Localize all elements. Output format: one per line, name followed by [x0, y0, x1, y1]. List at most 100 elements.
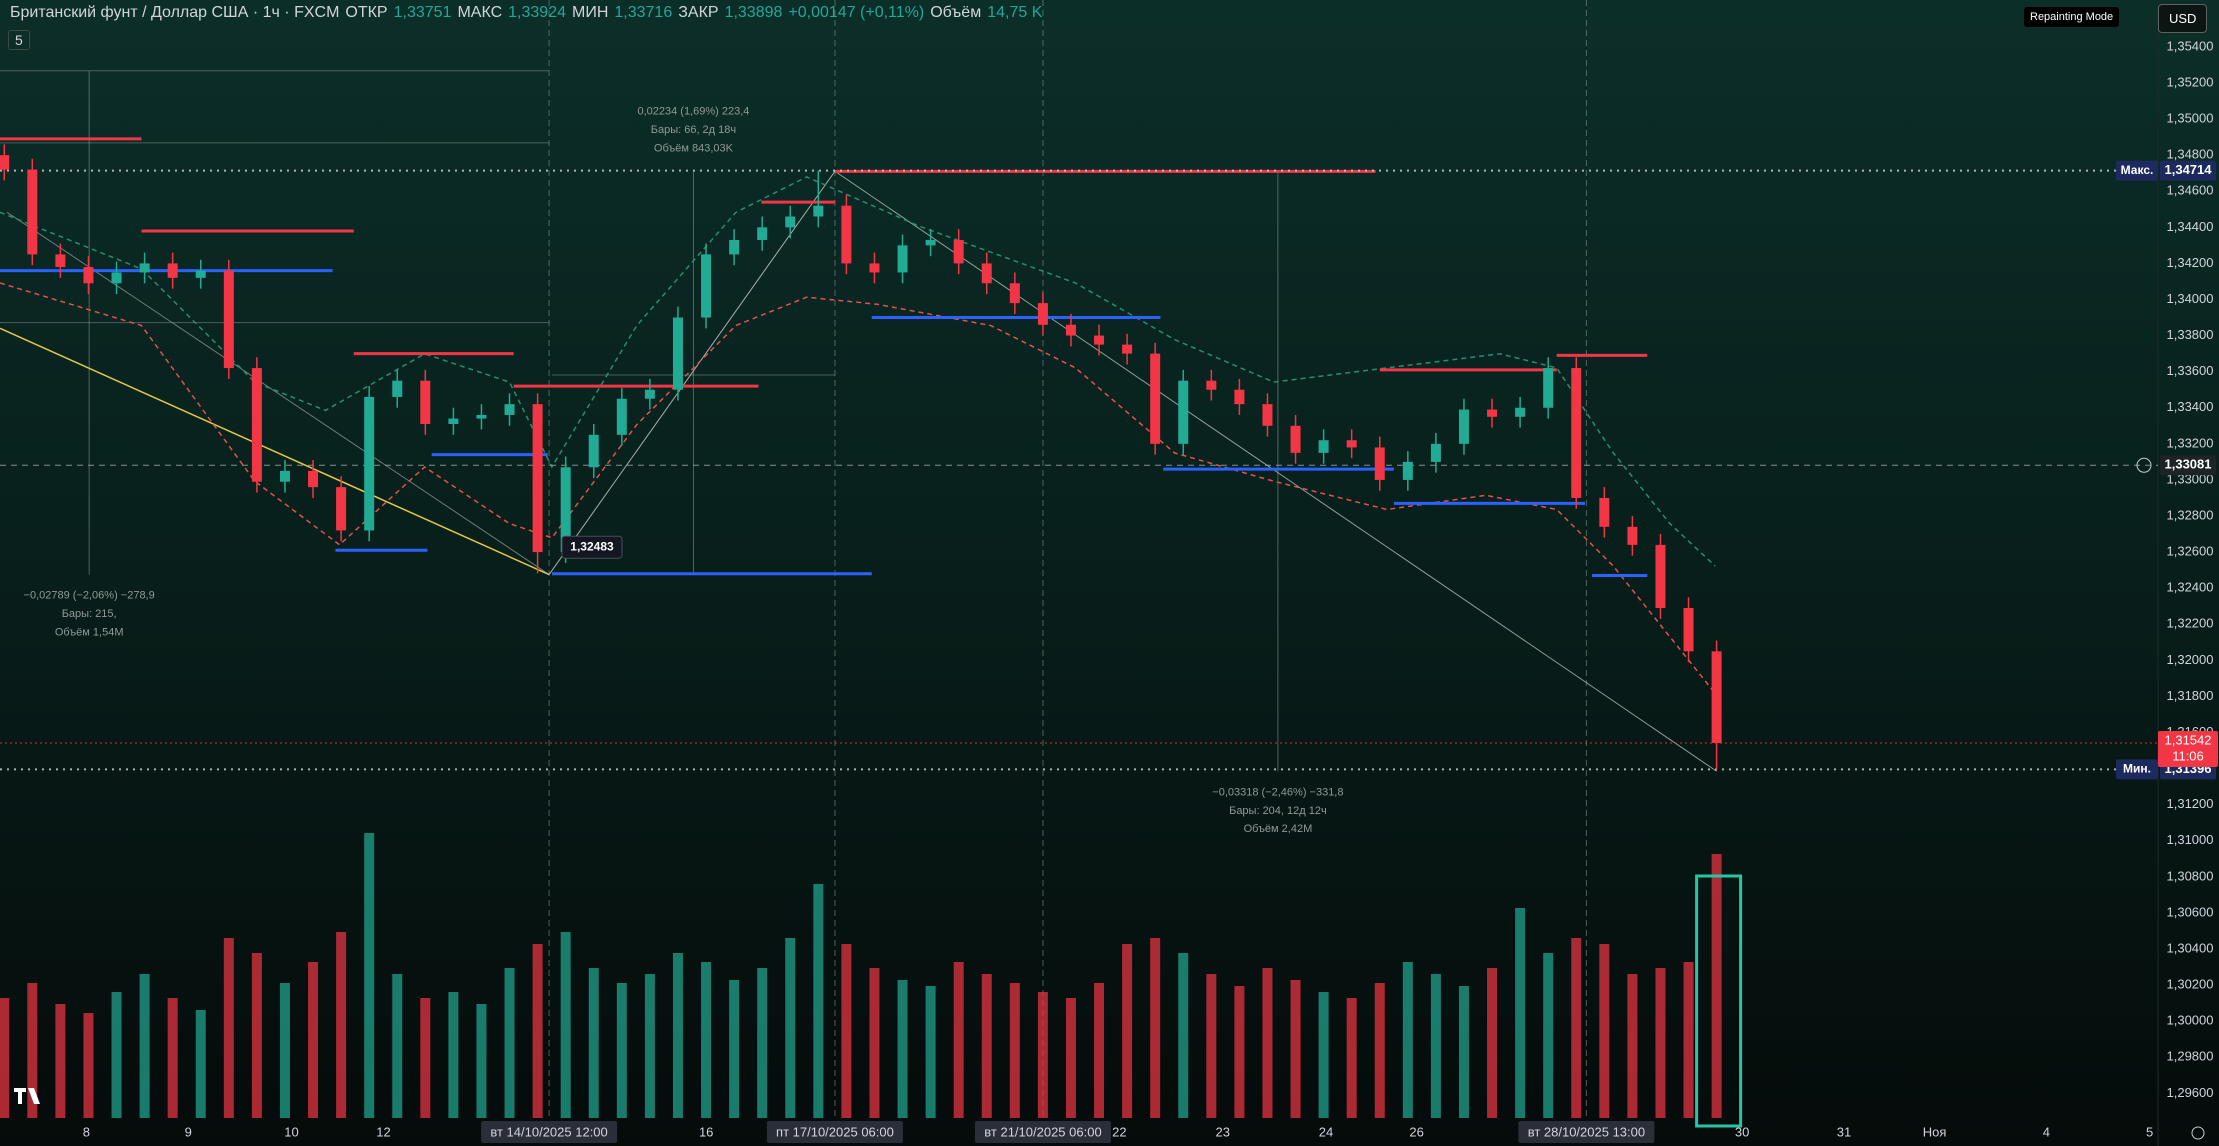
price-callout-box — [561, 535, 623, 559]
volume-bar — [167, 998, 178, 1118]
candle-body — [1627, 526, 1638, 545]
y-tick-label: 1,35000 — [2167, 111, 2214, 126]
volume-bar — [1318, 992, 1329, 1118]
change: +0,00147 (+0,11%) — [788, 4, 925, 21]
candle-body — [1009, 283, 1020, 304]
candle-body — [0, 155, 10, 170]
volume-bar — [1599, 944, 1610, 1118]
candle-body — [532, 404, 543, 553]
volume-bar — [1627, 974, 1638, 1118]
x-tick-label: 23 — [1215, 1124, 1229, 1139]
volume-bar — [813, 884, 824, 1118]
volume-bar — [729, 980, 740, 1118]
x-label-box — [1518, 1121, 1655, 1143]
candle-body — [644, 389, 655, 399]
candle-body — [1711, 651, 1722, 743]
volume-bar — [27, 983, 38, 1118]
volume-bar — [1094, 983, 1105, 1118]
candle-body — [167, 263, 178, 278]
x-tick-label: 26 — [1409, 1124, 1423, 1139]
low-value: 1,33716 — [614, 4, 673, 21]
candle-body — [560, 467, 571, 553]
candle-body — [588, 434, 599, 468]
candle-body — [476, 414, 487, 419]
price-tag-name-box — [2116, 160, 2158, 181]
price-tag: 1,34714 — [2165, 162, 2213, 177]
candle-body — [139, 263, 150, 273]
volume-bar — [420, 998, 431, 1118]
measure-text: Бары: 204, 12д 12ч — [1229, 805, 1327, 817]
volume-bar — [588, 968, 599, 1118]
volume-bar — [1150, 938, 1161, 1118]
trendline — [6, 211, 550, 575]
x-tick-label: 5 — [2146, 1124, 2153, 1139]
candle-body — [448, 418, 459, 424]
x-tick-label: 31 — [1837, 1124, 1851, 1139]
volume-bar — [925, 986, 936, 1118]
y-tick-label: 1,34000 — [2167, 291, 2214, 306]
y-tick-label: 1,32800 — [2167, 507, 2214, 522]
candle-body — [729, 239, 740, 255]
y-tick-label: 1,31000 — [2167, 832, 2214, 847]
price-tag-name-box — [2116, 759, 2158, 780]
candle-body — [504, 404, 515, 415]
candle-body — [1430, 443, 1441, 462]
x-tick-label: вт 28/10/2025 13:00 — [1528, 1124, 1645, 1139]
candle-body — [392, 380, 403, 397]
candle-body — [279, 470, 290, 482]
x-label-box — [766, 1121, 903, 1143]
measure-text: Объём 1,54M — [55, 626, 124, 638]
measure-text: −0,03318 (−2,46%) −331,8 — [1212, 786, 1343, 798]
candle-body — [1122, 344, 1133, 354]
volume-bar — [1206, 974, 1217, 1118]
y-tick-label: 1,34400 — [2167, 219, 2214, 234]
y-tick-label: 1,31800 — [2167, 688, 2214, 703]
symbol[interactable]: Британский фунт / Доллар США · 1ч · FXCM — [10, 4, 340, 21]
candle-body — [701, 254, 712, 318]
volume-bar — [504, 968, 515, 1118]
volume-bar — [139, 974, 150, 1118]
volume-bar — [308, 962, 319, 1118]
volume-bar — [251, 953, 262, 1118]
volume-bar — [448, 992, 459, 1118]
candle-body — [55, 254, 66, 268]
y-tick-label: 1,29600 — [2167, 1085, 2214, 1100]
measure-text: −0,02789 (−2,06%) −278,9 — [24, 590, 155, 602]
low-label: МИН — [572, 4, 609, 21]
header: Британский фунт / Доллар США · 1ч · FXCM… — [10, 4, 1042, 22]
volume-bar — [1458, 986, 1469, 1118]
last-price: 1,31542 — [2165, 732, 2212, 747]
candle-body — [1543, 368, 1554, 408]
x-label-box — [974, 1121, 1111, 1143]
currency-button[interactable]: USD — [2158, 4, 2208, 33]
volume-bar — [1290, 980, 1301, 1118]
candle-body — [1374, 447, 1385, 480]
y-tick-label: 1,35200 — [2167, 74, 2214, 89]
settings-icon[interactable] — [2191, 1126, 2205, 1140]
crosshair-add-button[interactable] — [2136, 457, 2152, 473]
candle-body — [1150, 353, 1161, 444]
candle-body — [1655, 544, 1666, 609]
y-tick-label: 1,30600 — [2167, 904, 2214, 919]
candle-body — [785, 216, 796, 228]
candle-body — [1206, 380, 1217, 390]
repainting-button[interactable]: Repainting Mode — [2024, 7, 2120, 27]
y-tick-label: 1,32200 — [2167, 616, 2214, 631]
candle-body — [841, 205, 852, 264]
volume-bar — [560, 932, 571, 1118]
volume-bar — [1571, 938, 1582, 1118]
volume-bar — [1515, 908, 1526, 1118]
candle-body — [1402, 461, 1413, 480]
y-tick-label: 1,32400 — [2167, 580, 2214, 595]
indicator-toggle[interactable]: 5 — [8, 30, 30, 50]
candle-body — [420, 380, 431, 424]
candle-body — [1458, 409, 1469, 444]
volume-bar — [1543, 953, 1554, 1118]
volume-bar — [532, 944, 543, 1118]
candle-body — [1178, 380, 1189, 444]
y-tick-label: 1,35400 — [2167, 38, 2214, 53]
x-tick-label: 4 — [2043, 1124, 2050, 1139]
volume-bar — [644, 974, 655, 1118]
volume-bar — [392, 974, 403, 1118]
